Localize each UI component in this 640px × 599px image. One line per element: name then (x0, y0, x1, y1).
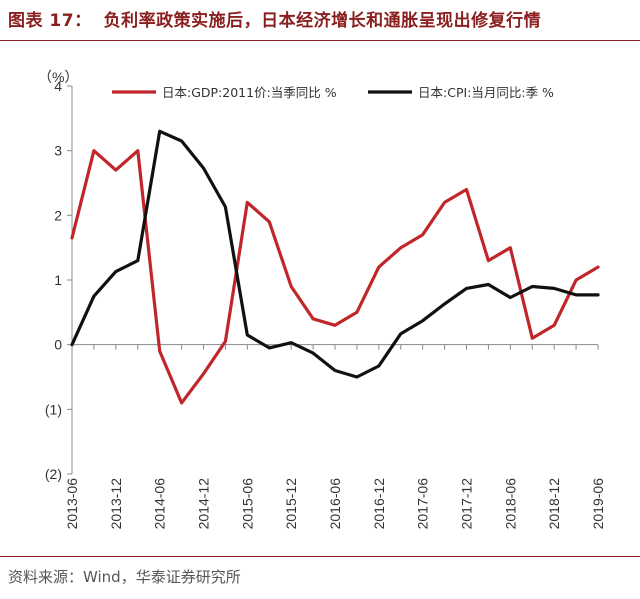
source-note: 资料来源：Wind，华泰证券研究所 (8, 568, 241, 586)
x-tick-label: 2014-12 (196, 478, 212, 530)
source-rule (0, 556, 640, 557)
y-tick-label: 3 (54, 143, 62, 159)
x-tick-label: 2016-12 (371, 478, 387, 530)
y-axis-label: （%） (38, 69, 78, 85)
x-tick-label: 2017-12 (459, 478, 475, 530)
x-tick-label: 2013-12 (108, 478, 124, 530)
x-tick-label: 2014-06 (152, 478, 168, 530)
y-tick-label: 4 (54, 78, 62, 94)
x-tick-label: 2013-06 (64, 478, 80, 530)
legend-gdp-label: 日本:GDP:2011价:当季同比 % (162, 85, 337, 100)
figure-number: 图表 17： (8, 11, 92, 31)
legend-cpi-label: 日本:CPI:当月同比:季 % (418, 85, 554, 100)
x-tick-label: 2016-06 (327, 478, 343, 530)
y-tick-label: 1 (54, 272, 62, 288)
cpi-line (70, 129, 600, 379)
figure-title-text: 负利率政策实施后，日本经济增长和通胀呈现出修复行情 (103, 11, 542, 31)
y-tick-label: 0 (54, 337, 62, 353)
title-rule (0, 40, 640, 41)
x-tick-label: 2015-12 (283, 478, 299, 530)
y-tick-label: (1) (45, 401, 62, 417)
x-tick-label: 2018-06 (502, 478, 518, 530)
y-tick-label: 2 (54, 207, 62, 223)
x-tick-label: 2015-06 (239, 478, 255, 530)
x-tick-label: 2017-06 (415, 478, 431, 530)
x-tick-label: 2018-12 (546, 478, 562, 530)
x-tick-label: 2019-06 (590, 478, 606, 530)
y-tick-label: (2) (45, 466, 62, 482)
gdp-line (70, 149, 600, 405)
figure-title: 图表 17： 负利率政策实施后，日本经济增长和通胀呈现出修复行情 (8, 6, 541, 31)
